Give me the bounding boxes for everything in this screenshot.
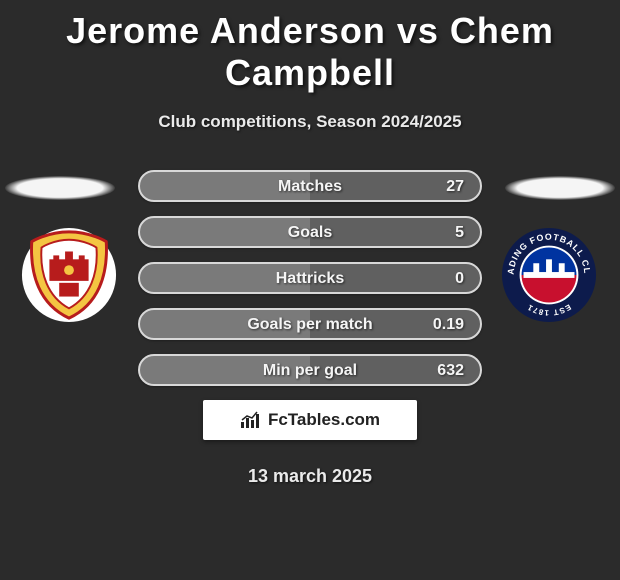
- stat-label: Matches: [140, 172, 480, 202]
- stat-row-goals-per-match: Goals per match 0.19: [138, 308, 482, 340]
- stat-value-right: 0.19: [433, 310, 464, 340]
- stat-value-right: 27: [446, 172, 464, 202]
- club-crest-left: [20, 226, 118, 324]
- comparison-panel: READING FOOTBALL CLUB EST 1871 Matches 2…: [0, 170, 620, 487]
- stat-label: Hattricks: [140, 264, 480, 294]
- stat-label: Goals: [140, 218, 480, 248]
- stat-label: Goals per match: [140, 310, 480, 340]
- stat-row-matches: Matches 27: [138, 170, 482, 202]
- stat-value-right: 632: [437, 356, 464, 386]
- stat-row-min-per-goal: Min per goal 632: [138, 354, 482, 386]
- bar-chart-icon: [240, 411, 262, 429]
- stat-label: Min per goal: [140, 356, 480, 386]
- player-shadow-right: [505, 176, 615, 200]
- brand-badge: FcTables.com: [203, 400, 417, 440]
- stat-value-right: 5: [455, 218, 464, 248]
- stat-row-goals: Goals 5: [138, 216, 482, 248]
- date-label: 13 march 2025: [0, 466, 620, 487]
- player-shadow-left: [5, 176, 115, 200]
- stats-list: Matches 27 Goals 5 Hattricks 0 Goals per…: [138, 170, 482, 386]
- club-crest-right: READING FOOTBALL CLUB EST 1871: [500, 226, 598, 324]
- subtitle: Club competitions, Season 2024/2025: [0, 112, 620, 132]
- page-title: Jerome Anderson vs Chem Campbell: [0, 0, 620, 94]
- stat-value-right: 0: [455, 264, 464, 294]
- stat-row-hattricks: Hattricks 0: [138, 262, 482, 294]
- brand-text: FcTables.com: [268, 410, 380, 430]
